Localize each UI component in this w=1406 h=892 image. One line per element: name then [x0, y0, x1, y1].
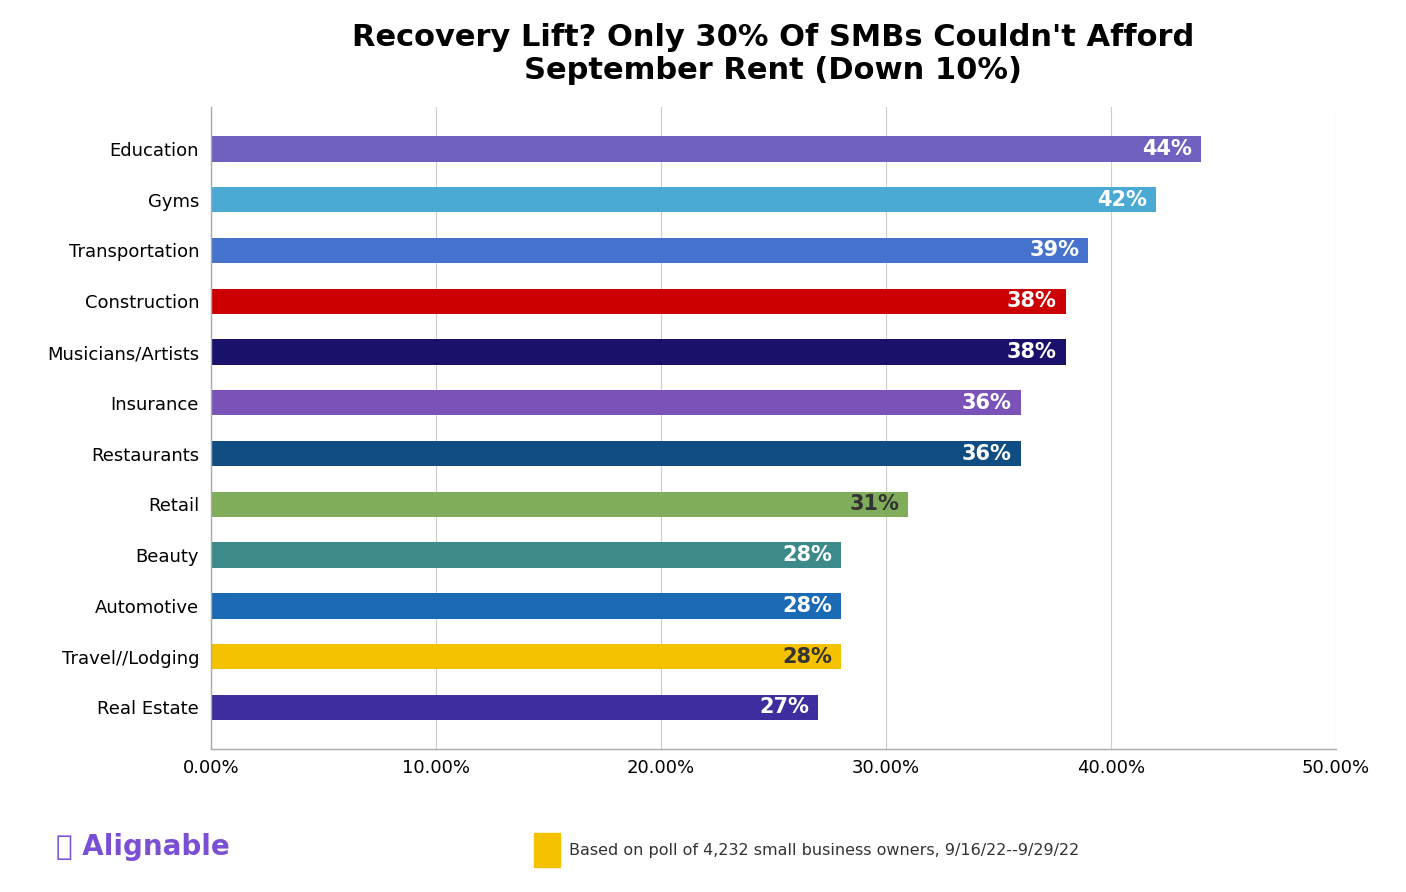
Text: Ⓢ Alignable: Ⓢ Alignable — [56, 833, 231, 862]
Bar — [211, 542, 841, 568]
Bar — [211, 644, 841, 669]
Text: 36%: 36% — [962, 443, 1012, 464]
Text: 38%: 38% — [1007, 291, 1057, 311]
Bar — [211, 339, 1066, 365]
Text: 39%: 39% — [1029, 241, 1080, 260]
Bar — [211, 187, 1156, 212]
Text: 42%: 42% — [1097, 190, 1147, 210]
Bar — [211, 491, 908, 517]
Bar — [211, 288, 1066, 314]
Bar — [211, 695, 818, 720]
Text: 44%: 44% — [1142, 139, 1192, 159]
Bar — [211, 593, 841, 618]
Text: Based on poll of 4,232 small business owners, 9/16/22--9/29/22: Based on poll of 4,232 small business ow… — [569, 843, 1080, 857]
Bar — [211, 136, 1201, 161]
Text: 36%: 36% — [962, 392, 1012, 413]
Bar — [211, 390, 1021, 416]
Text: 28%: 28% — [782, 647, 832, 666]
Text: 28%: 28% — [782, 596, 832, 615]
Text: 38%: 38% — [1007, 342, 1057, 362]
Title: Recovery Lift? Only 30% Of SMBs Couldn't Afford
September Rent (Down 10%): Recovery Lift? Only 30% Of SMBs Couldn't… — [352, 22, 1195, 86]
Text: 28%: 28% — [782, 545, 832, 566]
Text: 31%: 31% — [849, 494, 900, 515]
Text: 27%: 27% — [759, 698, 810, 717]
Bar — [211, 441, 1021, 467]
Bar — [211, 238, 1088, 263]
